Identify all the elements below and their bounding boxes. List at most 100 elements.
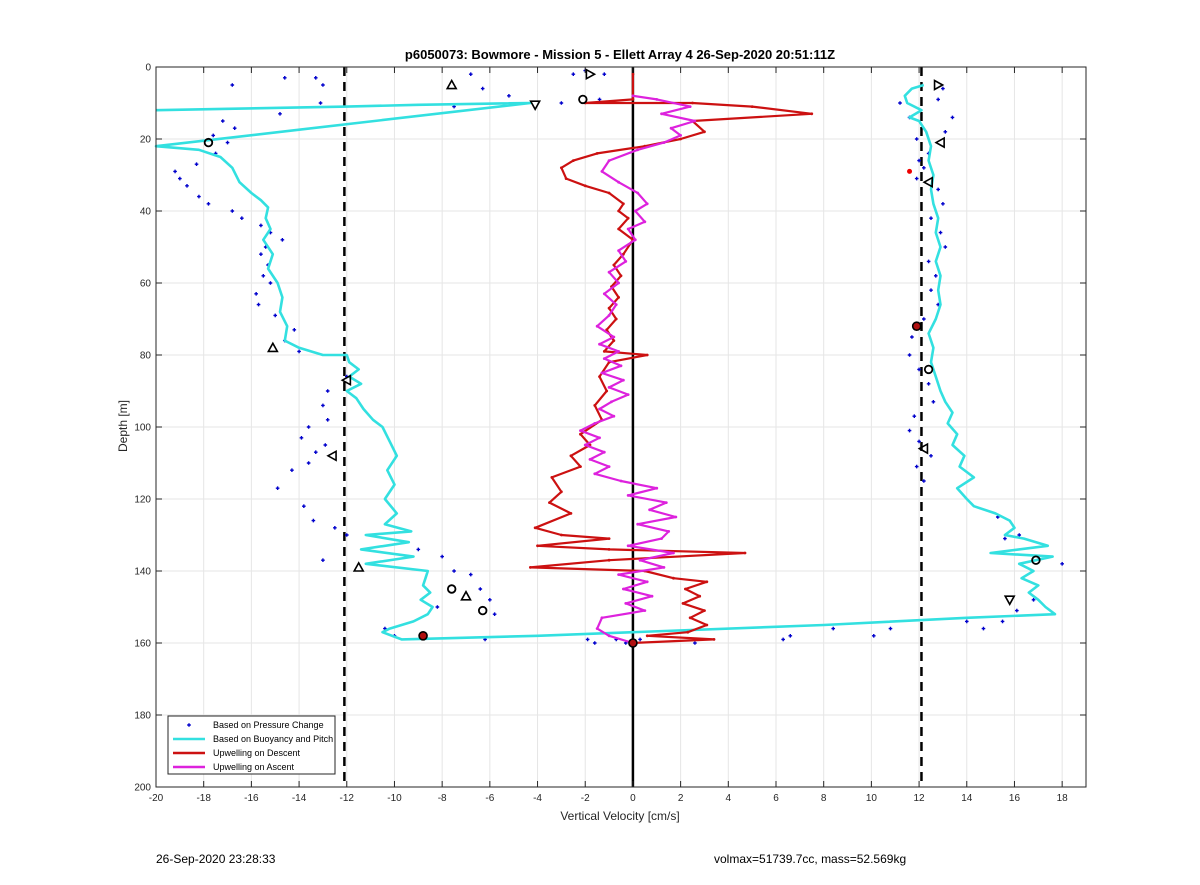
x-tick-label: 14 xyxy=(961,793,973,804)
pressure-change-point xyxy=(922,479,926,483)
pressure-change-point xyxy=(480,86,485,91)
series-vertex xyxy=(607,270,611,274)
pressure-change-point xyxy=(325,389,330,393)
series-vertex xyxy=(631,72,635,76)
series-vertex xyxy=(633,238,637,242)
pressure-change-point xyxy=(273,313,278,318)
series-vertex xyxy=(750,105,754,108)
pressure-change-point xyxy=(964,619,969,624)
y-tick-label: 140 xyxy=(134,567,151,578)
series-vertex xyxy=(660,112,663,116)
series-vertex xyxy=(662,141,666,145)
series-vertex xyxy=(600,616,604,620)
series-vertex xyxy=(607,159,611,163)
pressure-change-point xyxy=(280,238,285,242)
pressure-change-point xyxy=(311,518,316,523)
red-point xyxy=(907,168,913,174)
legend-entry-label: Based on Buoyancy and Pitch xyxy=(213,734,333,744)
series-vertex xyxy=(705,580,709,584)
pressure-change-point xyxy=(914,137,919,141)
x-tick-label: -2 xyxy=(581,793,590,804)
marker-circle-open xyxy=(477,605,488,616)
series-vertex xyxy=(607,634,611,638)
pressure-change-point xyxy=(693,641,697,645)
series-vertex xyxy=(569,454,573,458)
reference-lines xyxy=(343,67,923,787)
series-vertex xyxy=(602,350,606,353)
y-tick-label: 160 xyxy=(134,639,151,650)
marker-triangle-up xyxy=(445,78,458,90)
series-vertex xyxy=(669,126,673,130)
pressure-change-point xyxy=(268,281,273,285)
series-vertex xyxy=(655,98,659,101)
series-vertex xyxy=(559,166,563,170)
series-vertex xyxy=(672,576,675,580)
x-tick-label: 2 xyxy=(678,793,684,804)
legend: Based on Pressure Change Based on Buoyanc… xyxy=(167,715,336,775)
series-vertex xyxy=(593,472,597,476)
pressure-change-point xyxy=(1060,562,1064,566)
pressure-change-point xyxy=(907,353,912,357)
series-vertex xyxy=(626,544,630,548)
pressure-change-point xyxy=(638,637,642,642)
series-vertex xyxy=(705,623,709,627)
series-vertex xyxy=(631,94,635,98)
pressure-change-point xyxy=(197,194,201,199)
y-tick-label: 20 xyxy=(140,135,152,146)
legend-swatch-scatter xyxy=(187,723,191,727)
pressure-change-point xyxy=(914,464,919,469)
x-axis-label: Vertical Velocity [cm/s] xyxy=(560,809,679,823)
series-vertex xyxy=(624,602,628,605)
pressure-change-point xyxy=(1000,619,1005,624)
series-vertex xyxy=(559,490,563,494)
pressure-change-point xyxy=(831,626,836,631)
series-vertex xyxy=(664,501,668,504)
pressure-change-point xyxy=(1003,536,1007,541)
x-tick-label: 10 xyxy=(866,793,878,804)
series-vertex xyxy=(617,350,621,353)
series-vertex xyxy=(583,184,587,188)
series-vertex xyxy=(598,436,601,440)
series-vertex xyxy=(645,202,649,206)
series-vertex xyxy=(593,422,597,425)
x-tick-label: 0 xyxy=(630,793,636,804)
pressure-change-point xyxy=(929,454,933,458)
series-vertex xyxy=(528,566,532,569)
series-vertex xyxy=(595,324,599,328)
marker-triangle-down xyxy=(529,100,542,111)
series-vertex xyxy=(607,306,611,310)
pressure-change-point xyxy=(292,328,297,332)
series-vertex xyxy=(621,378,625,382)
series-vertex xyxy=(703,609,706,612)
series-vertex xyxy=(612,414,616,418)
series-vertex xyxy=(621,587,625,591)
series-vertex xyxy=(636,148,640,152)
series-vertex xyxy=(624,260,628,263)
y-tick-label: 180 xyxy=(134,711,151,722)
marker-triangle-right xyxy=(585,68,597,81)
pressure-change-point xyxy=(297,349,301,354)
series-vertex xyxy=(626,227,630,231)
legend-box xyxy=(167,715,336,775)
pressure-change-point xyxy=(898,101,902,105)
pressure-change-point xyxy=(917,367,921,372)
pressure-change-point xyxy=(917,439,921,444)
y-tick-label: 40 xyxy=(140,207,152,218)
series-vertex xyxy=(583,443,587,447)
series-vertex xyxy=(617,249,621,253)
series-vertex xyxy=(633,209,637,213)
series-vertex xyxy=(607,537,611,540)
pressure-change-point xyxy=(321,403,325,408)
marker-triangle-left xyxy=(934,136,945,149)
series-vertex xyxy=(672,551,675,555)
y-tick-label: 80 xyxy=(140,351,152,362)
footer-volmax-mass: volmax=51739.7cc, mass=52.569kg xyxy=(714,852,907,866)
pressure-change-point xyxy=(220,119,225,123)
y-tick-label: 200 xyxy=(134,783,151,794)
series-vertex xyxy=(564,177,568,181)
series-vertex xyxy=(650,594,654,598)
pressure-change-point xyxy=(788,634,793,638)
footer-timestamp: 26-Sep-2020 23:28:33 xyxy=(156,852,276,866)
pressure-change-point xyxy=(1015,608,1019,613)
pressure-change-point xyxy=(225,140,230,145)
